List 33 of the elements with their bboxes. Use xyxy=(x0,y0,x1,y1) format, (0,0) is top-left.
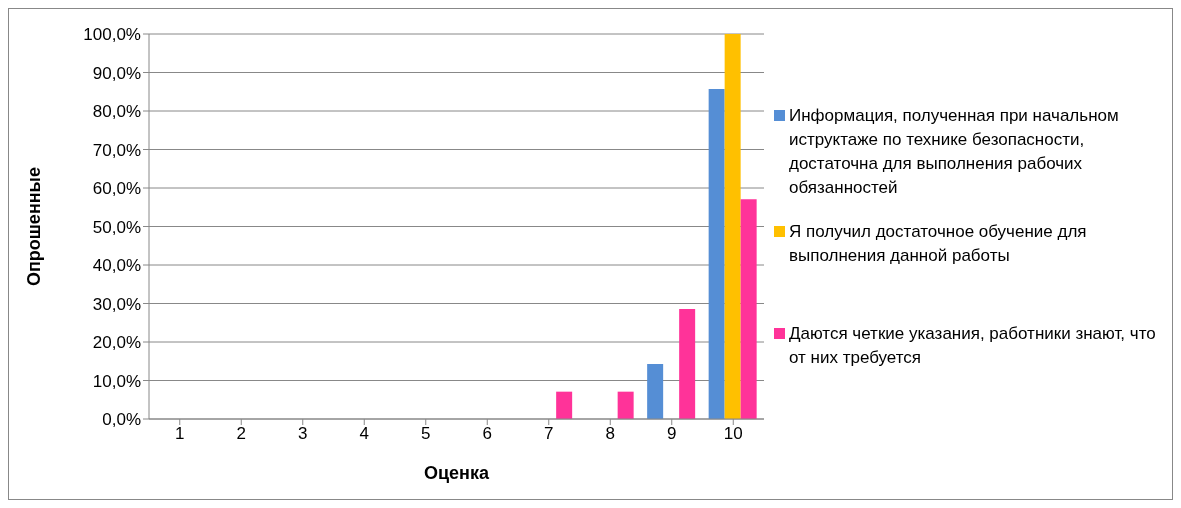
bar xyxy=(679,308,696,419)
legend-label: Даются четкие указания, работники знают, что от них требуется xyxy=(789,323,1157,369)
bar xyxy=(617,391,634,419)
bar xyxy=(724,34,741,419)
x-tick-label: 4 xyxy=(359,424,369,444)
bar xyxy=(740,199,757,419)
legend-label: Я получил достаточное обучение для выполнения данной работы xyxy=(789,221,1088,267)
x-axis-title: Оценка xyxy=(424,463,490,483)
y-tick-label: 80,0% xyxy=(92,102,141,122)
x-tick-label: 3 xyxy=(298,424,308,444)
bar xyxy=(647,363,664,419)
x-tick-label: 7 xyxy=(544,424,554,444)
x-tick-label: 9 xyxy=(667,424,677,444)
x-tick-label: 6 xyxy=(482,424,492,444)
y-tick-label: 70,0% xyxy=(92,140,141,160)
x-tick-label: 1 xyxy=(175,424,185,444)
y-tick-label: 90,0% xyxy=(92,63,141,83)
x-tick-label: 5 xyxy=(421,424,431,444)
legend-label: Информация, полученная при начальном иструктаже по технике безопасности, достаточна для выполнения рабочих обязанностей xyxy=(789,105,1120,199)
y-axis-title: Опрошенные xyxy=(24,166,45,287)
x-tick-label: 8 xyxy=(605,424,615,444)
y-tick-label: 100,0% xyxy=(83,25,141,45)
x-tick-label: 10 xyxy=(723,424,743,444)
y-tick-label: 40,0% xyxy=(92,256,141,276)
y-tick-label: 0,0% xyxy=(102,410,141,430)
y-tick-label: 20,0% xyxy=(92,333,141,353)
y-tick-label: 60,0% xyxy=(92,179,141,199)
y-tick-label: 10,0% xyxy=(92,371,141,391)
bar xyxy=(708,89,725,419)
y-tick-label: 50,0% xyxy=(92,217,141,237)
y-tick-label: 30,0% xyxy=(92,294,141,314)
bar xyxy=(556,391,573,419)
x-tick-label: 2 xyxy=(236,424,246,444)
